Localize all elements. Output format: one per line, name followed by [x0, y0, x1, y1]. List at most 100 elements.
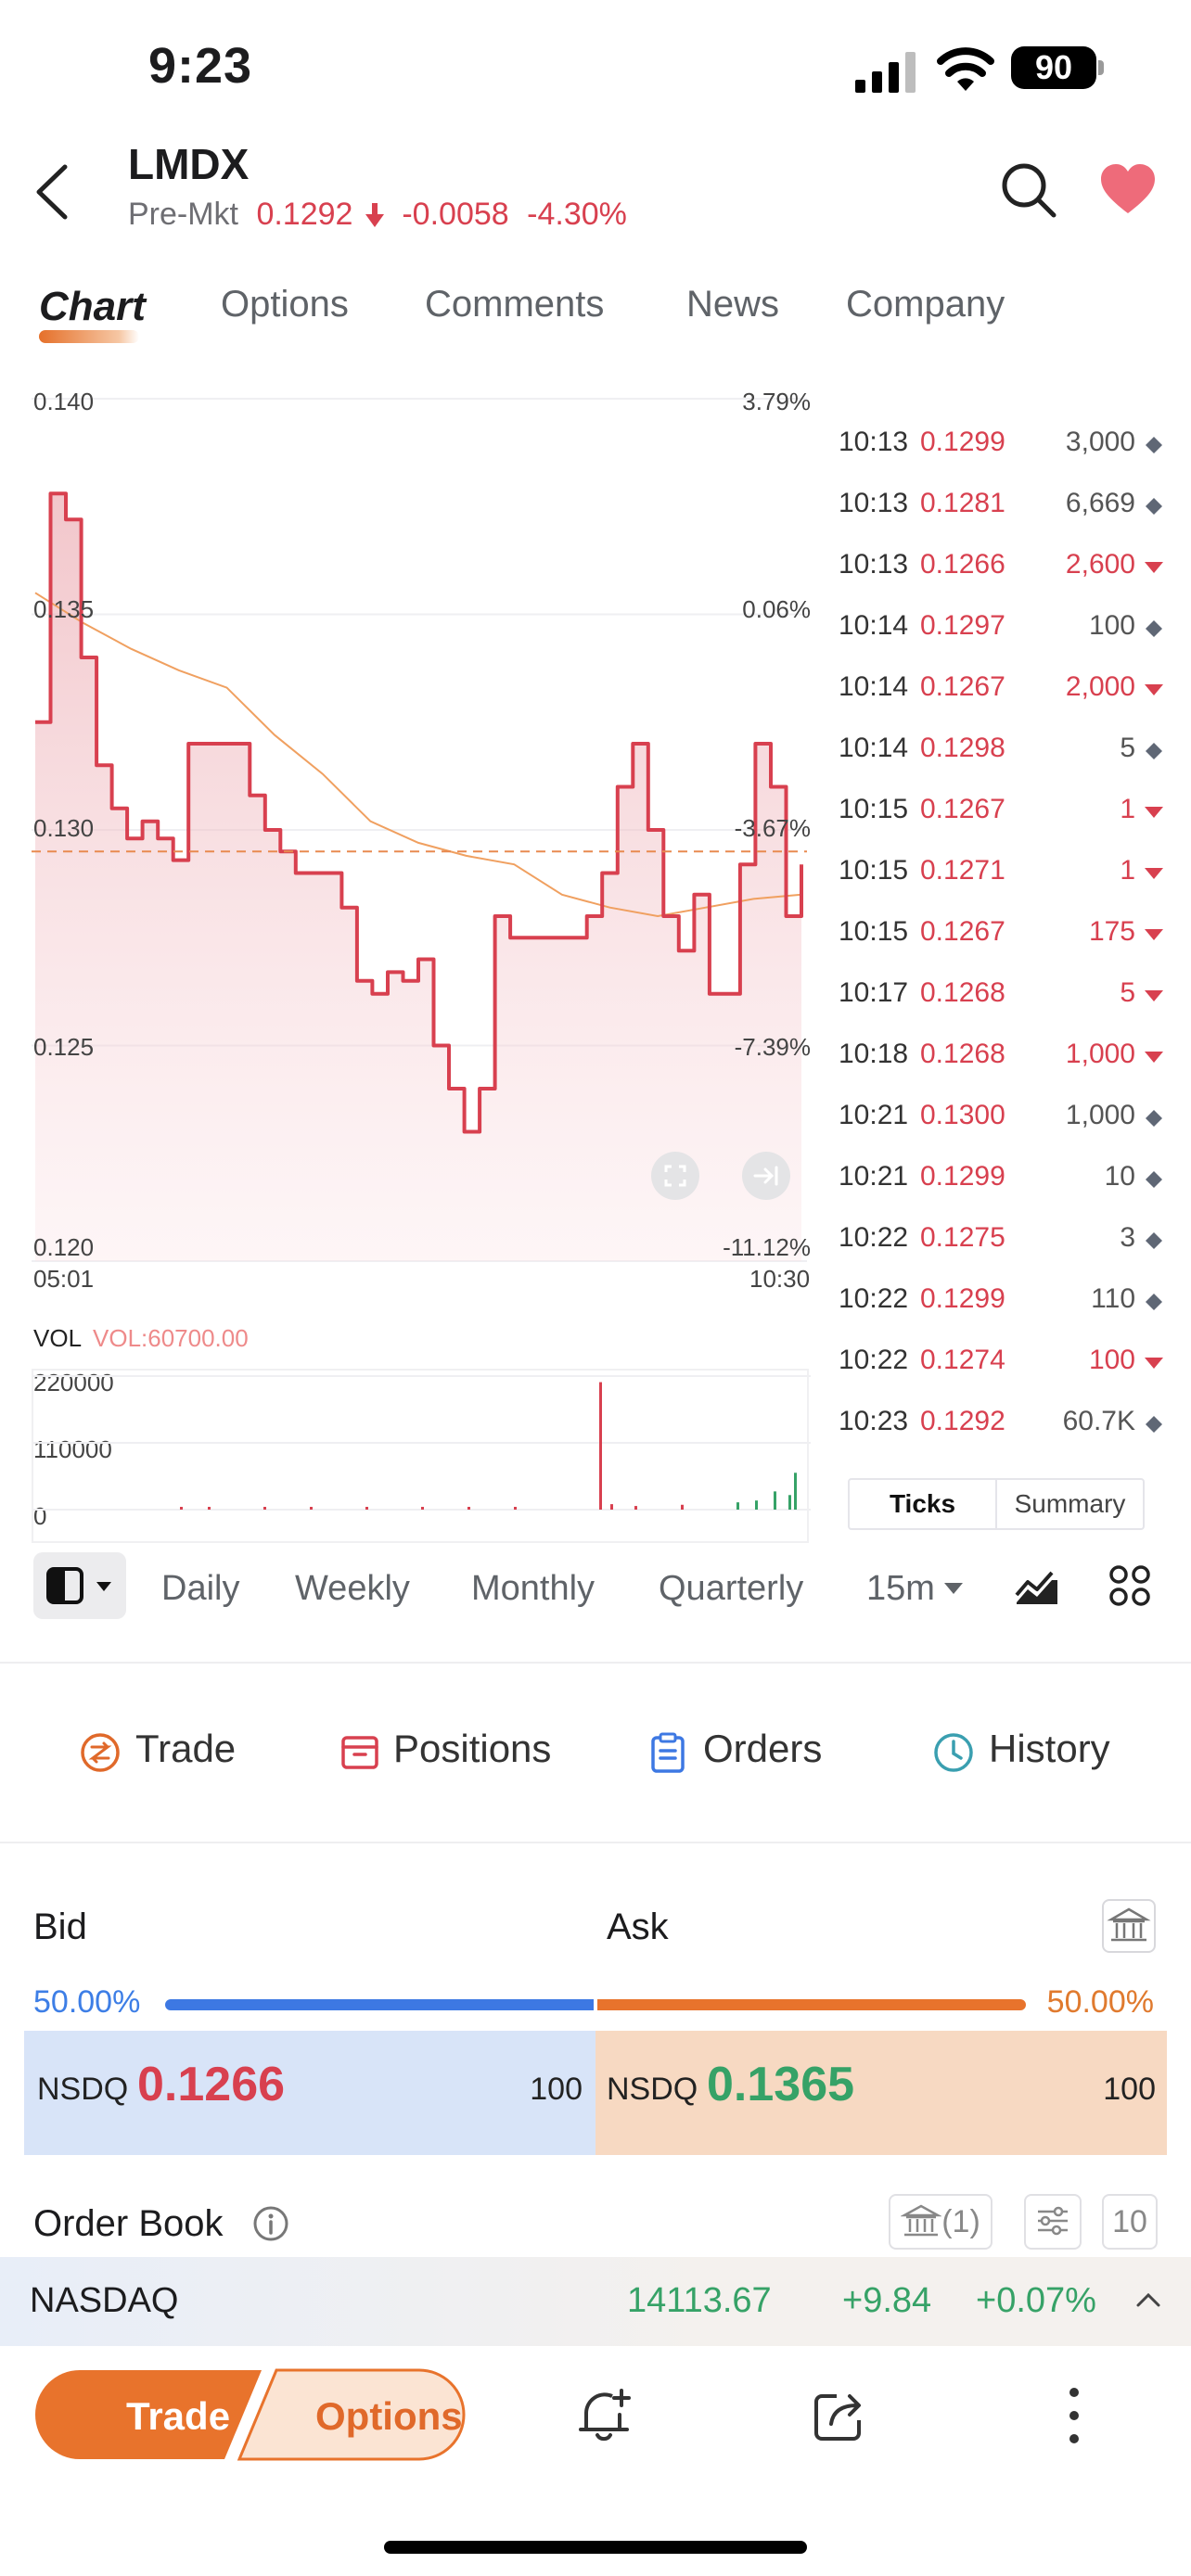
status-bar: 9:23 90: [0, 0, 1191, 139]
tick-row: 10:21 0.1300 1,000: [833, 1089, 1167, 1150]
period-15m[interactable]: 15m: [866, 1569, 964, 1609]
index-change: +9.84: [842, 2281, 932, 2320]
positions-action[interactable]: Positions: [393, 1727, 552, 1770]
order-book-exchange-filter[interactable]: (1): [889, 2194, 992, 2250]
tick-neutral-diamond-icon: [1146, 1294, 1162, 1310]
period-quarterly[interactable]: Quarterly: [659, 1569, 804, 1608]
period-weekly[interactable]: Weekly: [295, 1569, 410, 1608]
volume-bar: [208, 1507, 211, 1510]
vol-tick-label: 110000: [33, 1435, 112, 1463]
volume-bar: [610, 1504, 613, 1510]
trade-options-pill-bg: [35, 2368, 466, 2461]
ask-exchange: NSDQ: [607, 2072, 698, 2107]
tick-price: 0.1299: [920, 1161, 1005, 1192]
ticks-list[interactable]: 10:13 0.1299 3,000 10:13 0.1281 6,669 10:13 0.1…: [833, 415, 1167, 1456]
fullscreen-button[interactable]: [651, 1152, 699, 1200]
tick-down-triangle-icon: [1145, 1358, 1163, 1369]
tick-volume: 5: [1120, 733, 1135, 763]
period-monthly[interactable]: Monthly: [471, 1569, 596, 1608]
tab-comments[interactable]: Comments: [425, 284, 605, 325]
favorite-heart-icon[interactable]: [1099, 161, 1157, 219]
tick-row: 10:22 0.1274 100: [833, 1333, 1167, 1395]
chart-type-icon[interactable]: [1015, 1567, 1059, 1606]
best-bid-row[interactable]: NSDQ 0.1266 100: [24, 2031, 596, 2155]
tick-row: 10:13 0.1266 2,600: [833, 538, 1167, 599]
ask-label: Ask: [607, 1906, 669, 1947]
stock-header: LMDX Pre-Mkt 0.1292 -0.0058 -4.30%: [0, 139, 1191, 269]
period-daily[interactable]: Daily: [161, 1569, 240, 1608]
more-indicators-grid-icon[interactable]: [1109, 1565, 1150, 1606]
tick-time: 10:15: [839, 855, 909, 886]
index-name: NASDAQ: [30, 2281, 179, 2320]
tick-volume: 6,669: [1065, 488, 1135, 518]
divider: [0, 1842, 1191, 1843]
battery-indicator: 90: [1011, 46, 1104, 89]
bottom-trade-button[interactable]: Trade: [126, 2394, 231, 2438]
share-icon[interactable]: [813, 2389, 868, 2442]
ticks-toggle[interactable]: Ticks: [850, 1480, 997, 1528]
best-ask-row[interactable]: NSDQ 0.1365 100: [596, 2031, 1167, 2155]
price-alert-bell-icon[interactable]: [577, 2387, 633, 2444]
summary-toggle[interactable]: Summary: [1014, 1489, 1126, 1518]
detail-tabs: Chart Options Comments News Company: [0, 278, 1191, 349]
tick-price: 0.1267: [920, 916, 1005, 947]
price-line: [35, 491, 803, 1134]
volume-chart: [32, 1369, 811, 1543]
chart-layout-button[interactable]: [33, 1552, 126, 1619]
tab-news[interactable]: News: [686, 284, 780, 325]
tab-company[interactable]: Company: [846, 284, 1005, 325]
average-price-line: [34, 592, 802, 918]
price-chart[interactable]: 0.140 0.135 0.130 0.125 0.120 3.79% 0.06…: [32, 388, 811, 1263]
tick-row: 10:15 0.1271 1: [833, 844, 1167, 905]
tab-options[interactable]: Options: [221, 284, 349, 325]
tick-down-triangle-icon: [1145, 562, 1163, 573]
y-tick-label: 0.135: [33, 595, 95, 623]
tick-row: 10:14 0.1267 2,000: [833, 660, 1167, 721]
tick-time: 10:23: [839, 1406, 909, 1436]
bottom-options-button[interactable]: Options: [315, 2394, 463, 2438]
tick-row: 10:14 0.1298 5: [833, 721, 1167, 783]
tick-time: 10:17: [839, 977, 909, 1008]
exchange-bank-button[interactable]: [1102, 1899, 1156, 1953]
order-book-settings-button[interactable]: [1024, 2194, 1082, 2250]
trade-action[interactable]: Trade: [135, 1727, 237, 1770]
tick-price: 0.1300: [920, 1100, 1005, 1130]
y-pct-label: 0.06%: [742, 595, 811, 623]
expand-icon: [664, 1165, 686, 1187]
tick-price: 0.1298: [920, 733, 1005, 763]
volume-frame: [32, 1369, 809, 1543]
index-ticker-bar[interactable]: NASDAQ 14113.67 +9.84 +0.07%: [0, 2257, 1191, 2346]
tick-price: 0.1267: [920, 671, 1005, 702]
tick-neutral-diamond-icon: [1146, 1416, 1162, 1433]
history-action[interactable]: History: [989, 1727, 1110, 1770]
search-icon[interactable]: [1000, 161, 1057, 219]
order-book-depth-button[interactable]: 10: [1102, 2194, 1158, 2250]
back-chevron-icon[interactable]: [33, 163, 70, 221]
premarket-change: -0.0058: [402, 197, 509, 232]
y-tick-label: 0.120: [33, 1233, 95, 1261]
trade-options-pill: Trade Options: [33, 2368, 466, 2461]
volume-bar: [365, 1507, 368, 1510]
tick-price: 0.1267: [920, 794, 1005, 824]
y-pct-label: -7.39%: [734, 1033, 811, 1061]
tick-price: 0.1299: [920, 1283, 1005, 1314]
caret-down-icon: [944, 1583, 964, 1594]
tick-row: 10:18 0.1268 1,000: [833, 1027, 1167, 1089]
trade-actions-row: Trade Positions Orders History: [0, 1715, 1191, 1790]
orders-action[interactable]: Orders: [703, 1727, 823, 1770]
chevron-up-icon[interactable]: [1135, 2290, 1161, 2309]
x-start-label: 05:01: [33, 1265, 95, 1293]
price-chart-canvas: [32, 398, 807, 1262]
info-icon[interactable]: [252, 2205, 289, 2242]
tab-chart[interactable]: Chart: [39, 284, 146, 329]
wifi-icon: [937, 47, 994, 91]
divider: [0, 1662, 1191, 1664]
premarket-price: 0.1292: [256, 197, 353, 232]
y-tick-label: 0.140: [33, 388, 95, 415]
jump-to-latest-button[interactable]: [742, 1152, 790, 1200]
history-clock-icon: [934, 1733, 973, 1772]
tick-price: 0.1292: [920, 1406, 1005, 1436]
more-options-icon[interactable]: [1063, 2385, 1085, 2446]
price-area-fill: [35, 493, 801, 1261]
volume-bar: [736, 1502, 739, 1510]
